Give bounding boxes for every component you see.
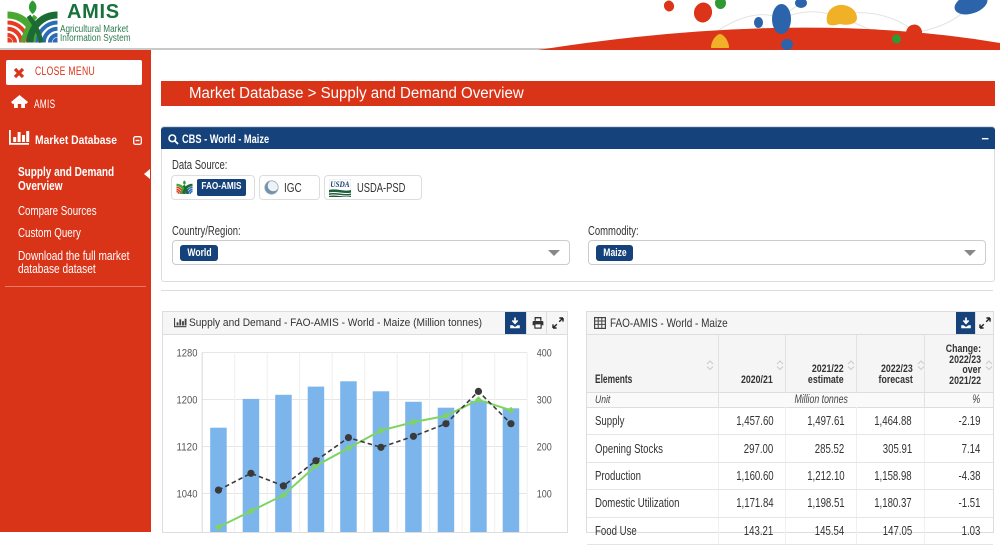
svg-text:1200: 1200 [176,394,197,406]
svg-text:1040: 1040 [176,488,197,500]
svg-text:1120: 1120 [176,441,197,453]
svg-text:300: 300 [536,394,551,406]
svg-text:USDA: USDA [330,180,350,189]
svg-text:100: 100 [536,488,551,500]
svg-text:1280: 1280 [176,347,197,359]
svg-text:200: 200 [536,441,551,453]
svg-text:400: 400 [536,347,551,359]
